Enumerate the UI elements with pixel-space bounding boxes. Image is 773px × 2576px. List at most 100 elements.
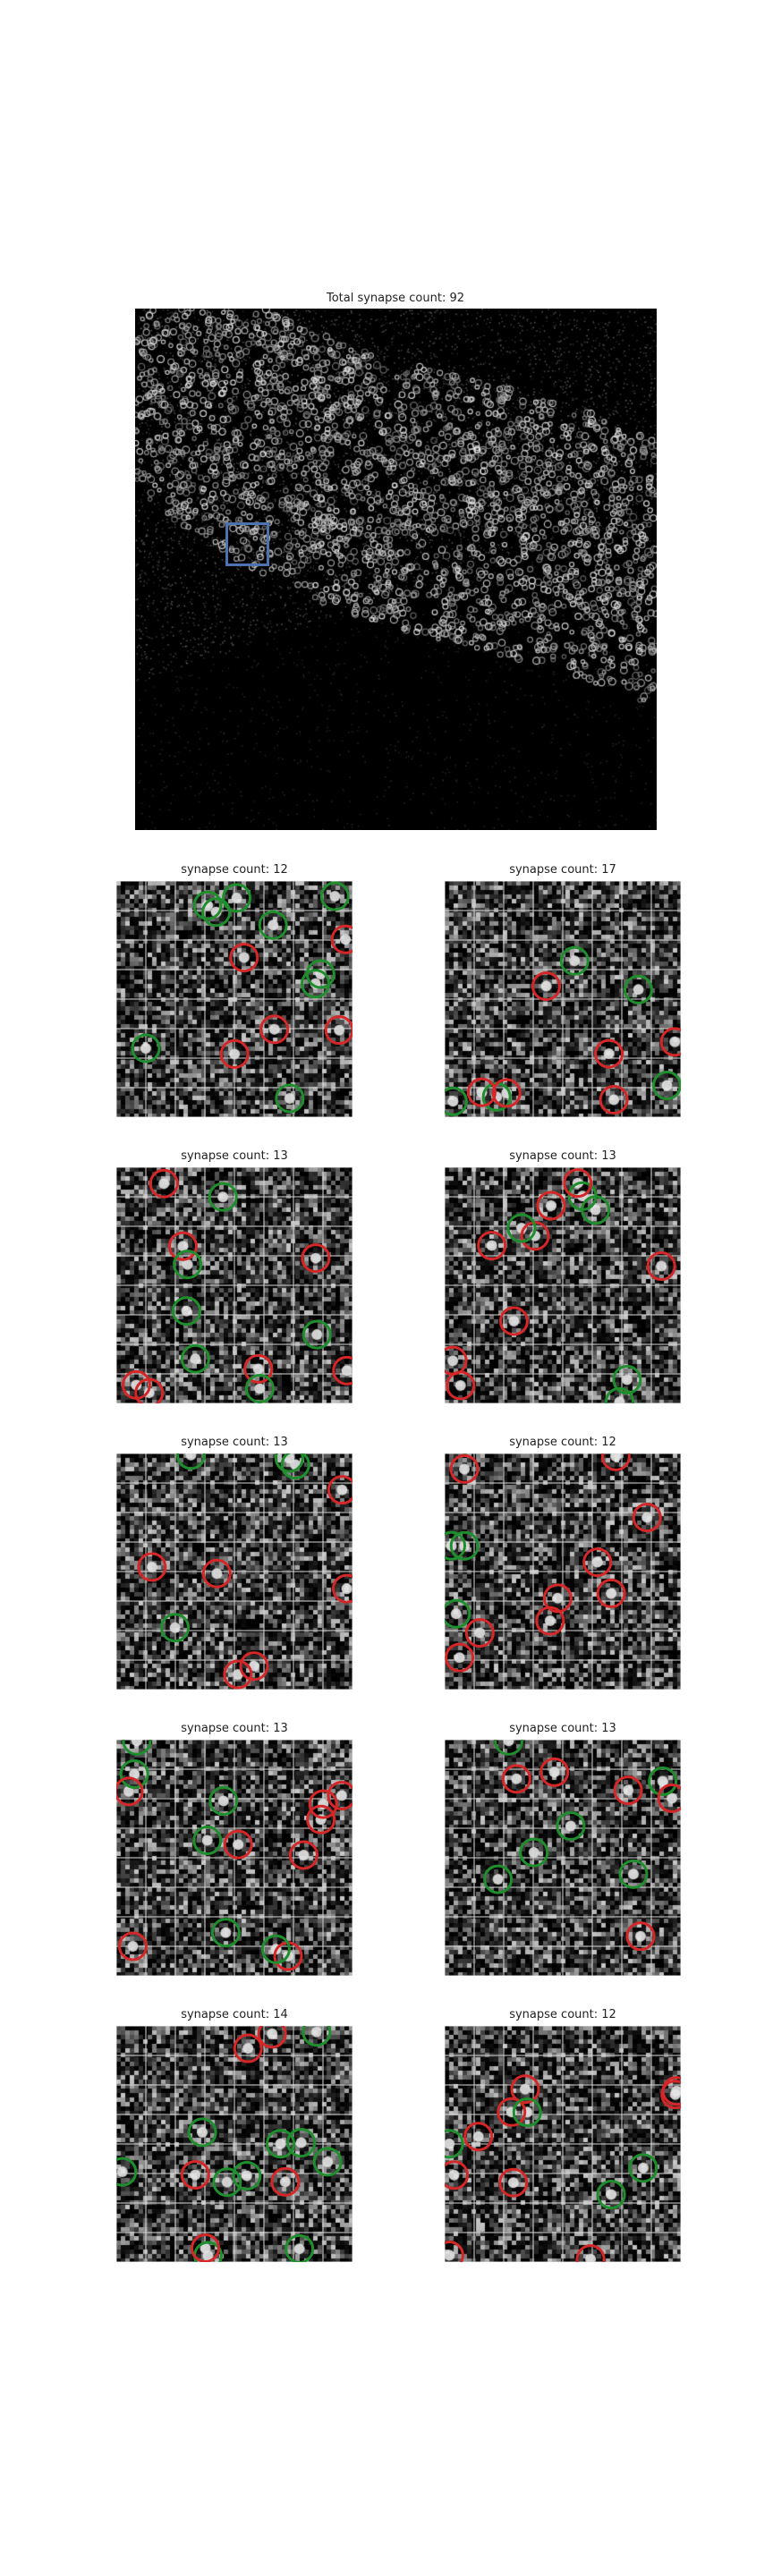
- synapse-circle: [192, 890, 223, 920]
- synapse-circle: [575, 2244, 606, 2262]
- synapse-circle: [449, 1453, 480, 1484]
- synapse-circle: [657, 1783, 681, 1813]
- synapse-circle: [464, 1618, 495, 1648]
- synapse-panel: [445, 2026, 681, 2262]
- synapse-circle: [506, 1213, 537, 1243]
- synapse-circle: [117, 1931, 148, 1962]
- synapse-circle: [302, 1319, 332, 1350]
- synapse-circle: [301, 1243, 331, 1274]
- synapse-circle: [306, 1804, 336, 1835]
- synapse-panel: [445, 1740, 681, 1976]
- synapse-circle: [563, 1168, 593, 1199]
- synapse-circle: [285, 2233, 315, 2262]
- synapse-circle: [212, 2167, 242, 2198]
- synapse-circle: [210, 1918, 241, 1948]
- panel-overlay: [116, 1453, 353, 1690]
- synapse-circle: [445, 1598, 471, 1629]
- synapse-circle: [477, 1231, 507, 1261]
- synapse-circle: [260, 1934, 291, 1964]
- synapse-circle: [632, 1503, 662, 1533]
- synapse-circle: [286, 2128, 317, 2158]
- synapse-circle: [258, 910, 288, 940]
- synapse-circle: [121, 1369, 151, 1400]
- synapse-circle: [604, 1386, 634, 1403]
- synapse-circle: [612, 1365, 642, 1395]
- synapse-circle: [512, 2097, 542, 2128]
- synapse-circle: [122, 1740, 152, 1756]
- synapse-panel: [445, 1453, 681, 1690]
- synapse-circle: [330, 924, 353, 954]
- synapse-circle: [327, 1781, 353, 1810]
- synapse-circle: [445, 2129, 464, 2159]
- synapse-circle: [445, 1086, 468, 1116]
- synapse-circle: [223, 1829, 253, 1860]
- synapse-circle: [229, 943, 259, 973]
- synapse-circle: [244, 1374, 275, 1403]
- synapse-circle: [582, 1547, 613, 1578]
- synapse-circle: [160, 1613, 191, 1643]
- synapse-circle: [559, 945, 590, 976]
- synapse-circle: [531, 971, 562, 1002]
- synapse-circle: [319, 881, 350, 911]
- synapse-circle: [266, 2129, 296, 2159]
- synapse-circle: [270, 2166, 301, 2197]
- synapse-circle: [288, 1840, 319, 1870]
- synapse-circle: [519, 1837, 549, 1868]
- synapse-circle: [239, 1651, 269, 1682]
- synapse-circle: [327, 1475, 353, 1505]
- panel-title: synapse count: 17: [509, 863, 616, 877]
- synapse-circle: [581, 1195, 611, 1225]
- synapse-circle: [233, 2033, 263, 2063]
- synapse-circle: [222, 883, 252, 913]
- synapse-circle: [445, 1530, 467, 1561]
- panel-overlay: [116, 881, 353, 1117]
- synapse-circle: [599, 1085, 629, 1115]
- panel-overlay: [445, 1453, 681, 1690]
- synapse-circle: [660, 2080, 681, 2110]
- synapse-circle: [332, 1573, 353, 1604]
- synapse-circle: [219, 1038, 250, 1069]
- synapse-circle: [167, 1231, 198, 1261]
- synapse-circle: [542, 1583, 573, 1614]
- panel-title: synapse count: 13: [181, 1149, 288, 1163]
- synapse-circle: [623, 974, 653, 1004]
- synapse-circle: [187, 2117, 217, 2148]
- synapse-circle: [445, 2160, 470, 2190]
- overview-image: [135, 309, 657, 830]
- synapse-circle: [625, 1921, 656, 1952]
- roi-box: [225, 522, 269, 566]
- synapse-circle: [180, 2159, 210, 2190]
- synapse-circle: [257, 2026, 287, 2049]
- synapse-circle: [308, 1789, 338, 1819]
- synapse-circle: [274, 1453, 304, 1473]
- synapse-circle: [539, 1757, 570, 1787]
- panel-overlay: [116, 1167, 353, 1403]
- synapse-circle: [324, 1015, 353, 1046]
- synapse-circle: [613, 1775, 643, 1806]
- synapse-panel: [116, 2026, 353, 2262]
- synapse-circle: [463, 2122, 494, 2152]
- panel-overlay: [445, 2026, 681, 2262]
- synapse-circle: [208, 1182, 238, 1212]
- synapse-circle: [491, 1078, 522, 1108]
- synapse-circle: [596, 1578, 626, 1608]
- synapse-circle: [648, 1766, 678, 1796]
- synapse-circle: [275, 1083, 305, 1114]
- synapse-circle: [483, 1864, 514, 1894]
- synapse-panel: [445, 881, 681, 1117]
- synapse-circle: [536, 1191, 566, 1221]
- synapse-circle: [259, 1014, 290, 1045]
- panel-title: synapse count: 13: [509, 1722, 616, 1735]
- synapse-circle: [149, 1168, 179, 1199]
- panel-title: synapse count: 13: [181, 1722, 288, 1735]
- synapse-panel: [116, 1167, 353, 1403]
- panel-overlay: [445, 1740, 681, 1976]
- synapse-circle: [628, 2153, 658, 2183]
- synapse-circle: [223, 1659, 253, 1690]
- synapse-circle: [445, 1345, 468, 1376]
- panel-overlay: [445, 1167, 681, 1403]
- synapse-circle: [201, 897, 232, 928]
- synapse-circle: [501, 1764, 531, 1794]
- synapse-circle: [305, 959, 336, 989]
- synapse-circle: [302, 2026, 332, 2047]
